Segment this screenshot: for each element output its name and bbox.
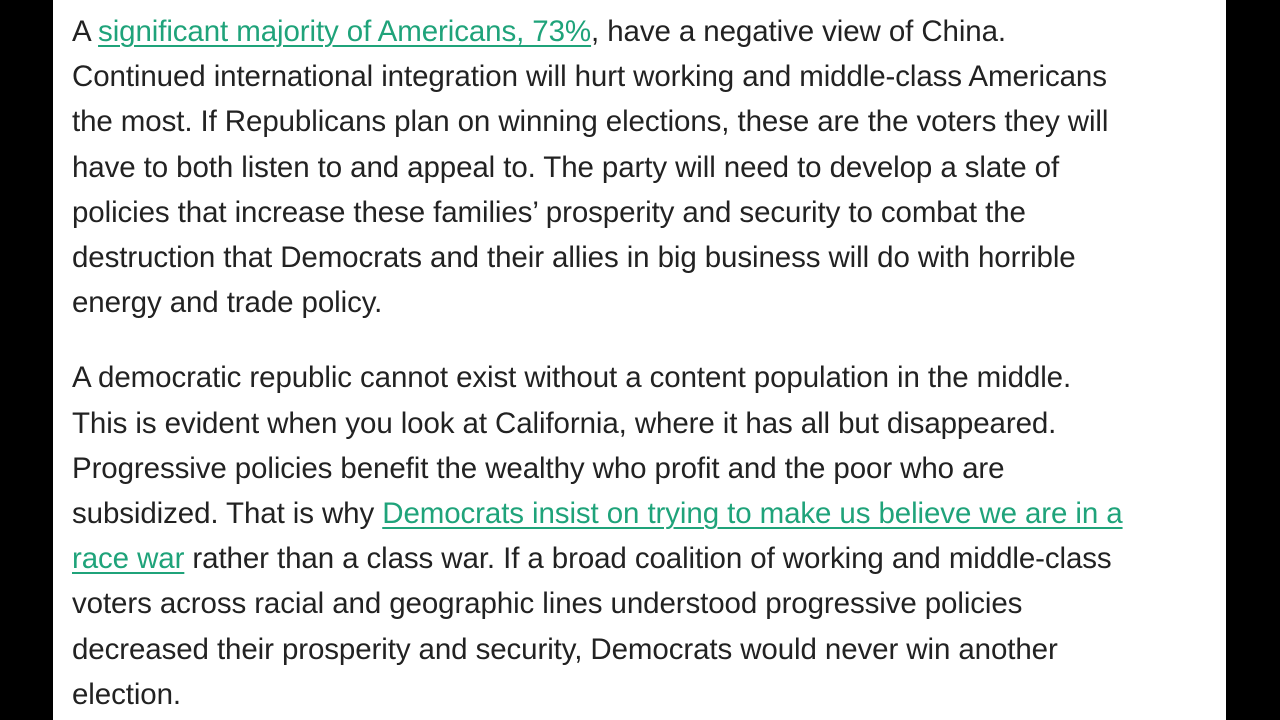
- paragraph-2-line-8: election.: [72, 677, 181, 711]
- paragraph-1-line-4: have to both listen to and appeal to. Th…: [72, 150, 1060, 184]
- china-poll-link[interactable]: significant majority of Americans, 73%: [98, 15, 592, 48]
- paragraph-1-line-2: Continued international integration will…: [72, 60, 1107, 94]
- paragraph-1-line-5: policies that increase these families’ p…: [72, 195, 1026, 229]
- paragraph-2-line-7: decreased their prosperity and security,…: [72, 632, 1058, 666]
- paragraph-2-line-1: A democratic republic cannot exist witho…: [72, 361, 1072, 395]
- paragraph-2-line-3: Progressive policies benefit the wealthy…: [72, 451, 1005, 485]
- page: A significant majority of Americans, 73%…: [53, 0, 1226, 720]
- race-war-link-part-2[interactable]: race war: [72, 542, 185, 576]
- paragraph-2-line-2: This is evident when you look at Califor…: [72, 406, 1057, 440]
- paragraph-1-line-3: the most. If Republicans plan on winning…: [72, 105, 1109, 139]
- paragraph-1-line-7: energy and trade policy.: [72, 286, 383, 320]
- paragraph-2-line-4: subsidized. That is why Democrats insist…: [72, 491, 1226, 536]
- article-body: A significant majority of Americans, 73%…: [72, 9, 1226, 717]
- text-span: A: [72, 15, 99, 48]
- paragraph-1: A significant majority of Americans, 73%…: [72, 9, 1226, 325]
- paragraph-2-line-6: voters across racial and geographic line…: [72, 587, 1023, 621]
- race-war-link-part-1[interactable]: Democrats insist on trying to make us be…: [382, 497, 1123, 531]
- paragraph-2: A democratic republic cannot exist witho…: [72, 355, 1226, 717]
- text-span: , have a negative view of China.: [591, 15, 1007, 48]
- paragraph-2-line-5: race war rather than a class war. If a b…: [72, 536, 1226, 581]
- paragraph-1-line-1: A significant majority of Americans, 73%…: [72, 9, 1226, 54]
- text-span: subsidized. That is why: [72, 497, 383, 531]
- paragraph-1-line-6: destruction that Democrats and their all…: [72, 241, 1076, 275]
- text-span: rather than a class war. If a broad coal…: [184, 542, 1112, 576]
